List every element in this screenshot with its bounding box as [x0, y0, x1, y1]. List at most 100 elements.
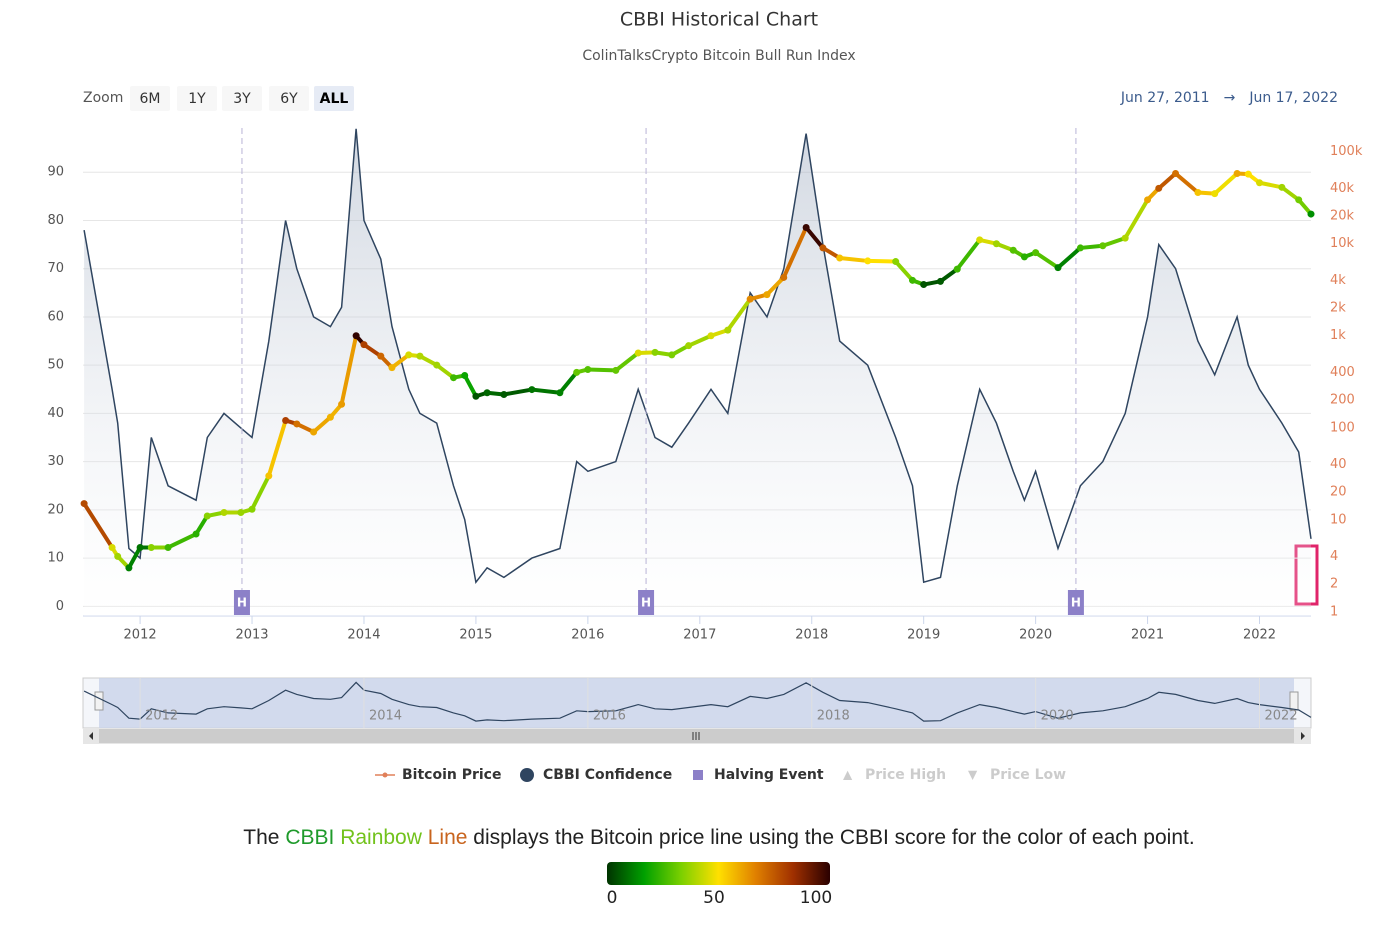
price-point: [707, 332, 715, 340]
navigator-tick-label: 2016: [593, 709, 626, 724]
price-point: [1076, 244, 1084, 252]
price-segment: [1173, 171, 1200, 195]
scroll-grip: [692, 732, 700, 740]
price-segment: [1212, 171, 1240, 196]
price-point: [136, 543, 144, 551]
price-point: [1032, 249, 1040, 257]
legend-label[interactable]: CBBI Confidence: [543, 767, 672, 783]
legend-label[interactable]: Halving Event: [714, 767, 824, 783]
price-point: [1211, 190, 1219, 198]
legend-label[interactable]: Price Low: [990, 767, 1066, 783]
legend-label[interactable]: Bitcoin Price: [402, 767, 501, 783]
y-tick-label: 20: [47, 502, 64, 517]
price-segment: [266, 418, 288, 478]
price-point: [802, 224, 810, 232]
x-tick-label: 2020: [1019, 628, 1052, 643]
color-scale: [607, 862, 830, 885]
x-tick-label: 2018: [795, 628, 828, 643]
chart-subtitle: ColinTalksCrypto Bitcoin Bull Run Index: [582, 48, 855, 64]
price-point: [953, 265, 961, 273]
y-tick-label: 30: [47, 454, 64, 469]
legend-symbol: ▲: [843, 768, 853, 782]
y2-tick-label: 20: [1330, 485, 1347, 500]
zoom-button[interactable]: [130, 86, 170, 111]
zoom-button[interactable]: [314, 86, 354, 111]
price-point: [388, 364, 396, 372]
price-segment: [837, 255, 870, 263]
price-point: [1054, 264, 1062, 272]
price-point: [282, 416, 290, 424]
price-segment: [804, 225, 825, 250]
y2-tick-label: 4k: [1330, 273, 1346, 288]
price-point: [920, 281, 928, 289]
zoom-button[interactable]: [222, 86, 262, 111]
price-point: [1194, 189, 1202, 197]
price-segment: [1033, 250, 1061, 270]
navigator-tick-label: 2014: [369, 709, 402, 724]
x-tick-label: 2014: [347, 628, 380, 643]
x-tick-label: 2012: [124, 628, 157, 643]
navigator-tick-label: 2022: [1265, 709, 1298, 724]
price-segment: [501, 387, 534, 397]
y-tick-label: 90: [47, 165, 64, 180]
price-point: [819, 244, 827, 252]
price-segment: [434, 363, 456, 380]
navigator-handle[interactable]: [1289, 691, 1299, 711]
price-segment: [1056, 245, 1083, 270]
price-point: [1307, 210, 1315, 218]
legend-symbol: [382, 772, 388, 778]
price-segment: [781, 225, 809, 280]
price-point: [864, 257, 872, 265]
zoom-label: Zoom: [83, 90, 123, 106]
range-label: Jun 27, 2011 → Jun 17, 2022: [1120, 90, 1338, 106]
price-point: [1099, 242, 1107, 250]
price-point: [326, 413, 334, 421]
zoom-button-label[interactable]: 6Y: [280, 91, 298, 107]
price-point: [724, 326, 732, 334]
halving-marker: [638, 590, 655, 615]
price-segment: [194, 513, 210, 537]
price-point: [584, 365, 592, 373]
price-point: [992, 240, 1000, 248]
range-to: Jun 17, 2022: [1248, 90, 1338, 106]
price-point: [668, 351, 676, 359]
price-segment: [311, 415, 333, 434]
halving-label: H: [641, 596, 651, 610]
zoom-button-label[interactable]: 6M: [140, 91, 161, 107]
y2-tick-label: 1: [1330, 604, 1338, 619]
zoom-button[interactable]: [269, 86, 309, 111]
price-point: [310, 428, 318, 436]
price-point: [634, 349, 642, 357]
price-segment: [725, 297, 753, 333]
zoom-button-label[interactable]: ALL: [320, 91, 349, 107]
legend-label[interactable]: Price High: [865, 767, 946, 783]
price-point: [936, 277, 944, 285]
halving-label: H: [237, 596, 247, 610]
price-point: [651, 348, 659, 356]
footer-prefix: The: [243, 826, 279, 849]
price-segment: [1100, 236, 1128, 248]
price-segment: [82, 501, 115, 550]
price-point: [433, 361, 441, 369]
price-point: [1295, 196, 1303, 204]
legend-symbol: ▼: [968, 768, 978, 782]
price-segment: [166, 532, 199, 550]
price-segment: [764, 275, 786, 297]
zoom-button-label[interactable]: 3Y: [233, 91, 251, 107]
legend-symbol: [520, 768, 534, 782]
footer-suffix: displays the Bitcoin price line using th…: [473, 826, 1194, 849]
y-tick-label: 40: [47, 406, 64, 421]
x-tick-label: 2013: [235, 628, 268, 643]
zoom-button-label[interactable]: 1Y: [188, 91, 206, 107]
price-point: [573, 368, 581, 376]
price-point: [528, 386, 536, 394]
y-tick-label: 70: [47, 261, 64, 276]
price-point: [147, 543, 155, 551]
zoom-button[interactable]: [177, 86, 217, 111]
price-point: [1144, 196, 1152, 204]
price-point: [360, 341, 368, 349]
navigator-selection[interactable]: [99, 678, 1294, 728]
price-segment: [955, 237, 982, 272]
y2-tick-label: 100k: [1330, 144, 1363, 159]
navigator-handle[interactable]: [94, 691, 104, 711]
